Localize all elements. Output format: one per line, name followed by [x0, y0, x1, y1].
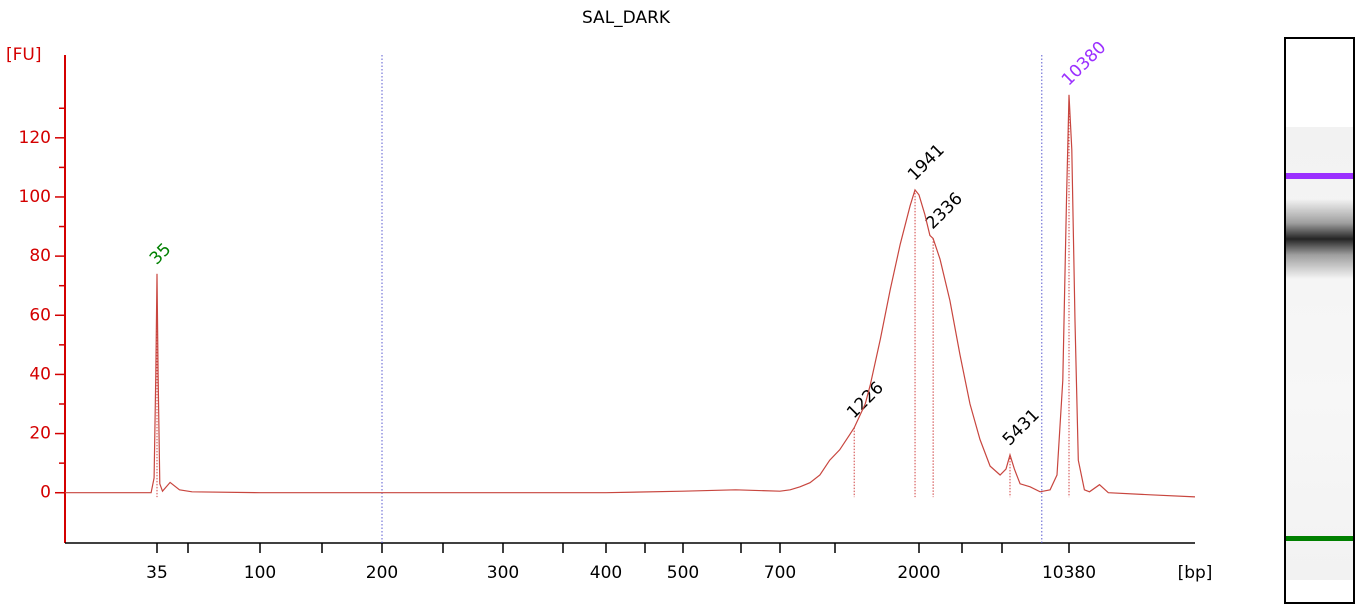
y-tick-label: 60 [29, 305, 51, 325]
x-tick-label: 700 [764, 563, 796, 583]
peak-label: 10380 [1058, 38, 1110, 90]
peak-label: 35 [146, 239, 175, 268]
y-tick-label: 0 [40, 483, 51, 503]
upper-marker-band [1286, 173, 1353, 179]
y-tick-label: 80 [29, 246, 51, 266]
x-tick-label: 10380 [1042, 563, 1096, 583]
gel-smear [1286, 199, 1353, 279]
trace [65, 94, 1196, 498]
chart: SAL_DARK [FU] [bp] 0 20 40 60 80 100 120 35 100 2… [6, 8, 1213, 583]
x-tick-label: 400 [590, 563, 622, 583]
x-tick-label: 2000 [897, 563, 940, 583]
peak-label: 1226 [843, 378, 888, 423]
y-axis-label: [FU] [6, 45, 42, 65]
x-tick-label: 35 [146, 563, 168, 583]
x-axis-label: [bp] [1178, 563, 1213, 583]
peak-label: 2336 [922, 189, 967, 234]
chart-title: SAL_DARK [582, 8, 671, 28]
gel-background [1286, 127, 1353, 580]
peak-label: 5431 [999, 405, 1044, 450]
x-tick-label: 100 [244, 563, 276, 583]
x-tick-label: 300 [487, 563, 519, 583]
y-tick-label: 120 [19, 128, 51, 148]
y-tick-label: 40 [29, 364, 51, 384]
lower-marker-band [1286, 536, 1353, 541]
x-tick-label: 200 [366, 563, 398, 583]
x-tick-label: 500 [667, 563, 699, 583]
gel-lane [1284, 37, 1355, 604]
y-tick-label: 100 [19, 187, 51, 207]
peak-label: 1941 [904, 140, 949, 185]
y-tick-label: 20 [29, 424, 51, 444]
